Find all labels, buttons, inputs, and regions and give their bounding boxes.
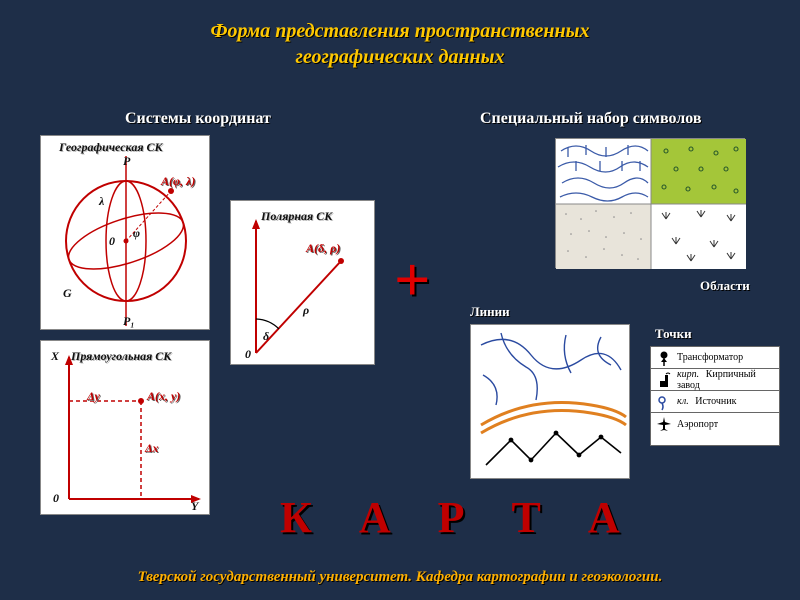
points-row-airport: Аэропорт — [651, 413, 779, 435]
areas-panel — [555, 138, 745, 268]
polar-title: Полярная СК — [261, 209, 332, 224]
areas-swatches-icon — [556, 139, 746, 269]
geo-P1: P₁ — [123, 314, 135, 329]
polar-diagram-icon — [231, 201, 376, 366]
geo-A: A(φ, λ) — [161, 174, 195, 189]
polar-A: A(δ, ρ) — [306, 241, 340, 256]
rect-dx: Δx — [145, 441, 159, 456]
rect-Y: Y — [191, 499, 198, 514]
lines-label: Линии — [470, 304, 510, 320]
rect-title: Прямоугольная СК — [71, 349, 171, 364]
rect-zero: 0 — [53, 491, 59, 506]
areas-label: Области — [700, 278, 750, 294]
airport-icon — [655, 415, 673, 433]
points-label: Точки — [655, 326, 692, 342]
plus-sign: + — [394, 248, 430, 312]
polar-panel: Полярная СК A(δ, ρ) ρ δ 0 — [230, 200, 375, 365]
rect-diagram-icon — [41, 341, 211, 516]
points-panel: Трансформатор кирп. Кирпичный завод кл. … — [650, 346, 780, 446]
rect-X: X — [51, 349, 59, 364]
karta-title: К А Р Т А — [280, 492, 638, 543]
points-airport-label: Аэропорт — [673, 419, 775, 430]
subheading-left: Системы координат — [125, 110, 271, 128]
points-row-spring: кл. Источник — [651, 391, 779, 413]
rect-A: A(x, y) — [147, 389, 180, 404]
geo-title: Географическая СК — [59, 140, 163, 155]
polar-rho: ρ — [303, 303, 309, 318]
spring-icon — [655, 393, 673, 411]
geo-G: G — [63, 286, 72, 301]
lines-panel — [470, 324, 630, 479]
points-row-transformer: Трансформатор — [651, 347, 779, 369]
rect-dy: Δy — [87, 389, 100, 404]
points-spring-label: кл. Источник — [673, 396, 775, 407]
transformer-icon — [655, 349, 673, 367]
geo-panel: Географическая СК P P₁ G 0 λ φ A(φ, λ) — [40, 135, 210, 330]
polar-delta: δ — [263, 329, 269, 344]
points-transformer-label: Трансформатор — [673, 352, 775, 363]
geo-P: P — [123, 154, 130, 169]
title-line1: Форма представления пространственных — [0, 18, 800, 44]
polar-zero: 0 — [245, 347, 251, 362]
rect-panel: Прямоугольная СК X Y 0 A(x, y) Δy Δx — [40, 340, 210, 515]
subheading-right: Специальный набор символов — [480, 110, 701, 128]
points-row-brick: кирп. Кирпичный завод — [651, 369, 779, 391]
points-brick-label: кирп. Кирпичный завод — [673, 369, 775, 391]
geo-phi: φ — [133, 226, 140, 241]
geo-lambda: λ — [99, 194, 104, 209]
title-line2: географических данных — [0, 44, 800, 70]
main-title: Форма представления пространственных гео… — [0, 0, 800, 70]
geo-zero: 0 — [109, 234, 115, 249]
brick-icon — [655, 371, 673, 389]
lines-icon — [471, 325, 631, 480]
footer-text: Тверской государственный университет. Ка… — [0, 569, 800, 586]
